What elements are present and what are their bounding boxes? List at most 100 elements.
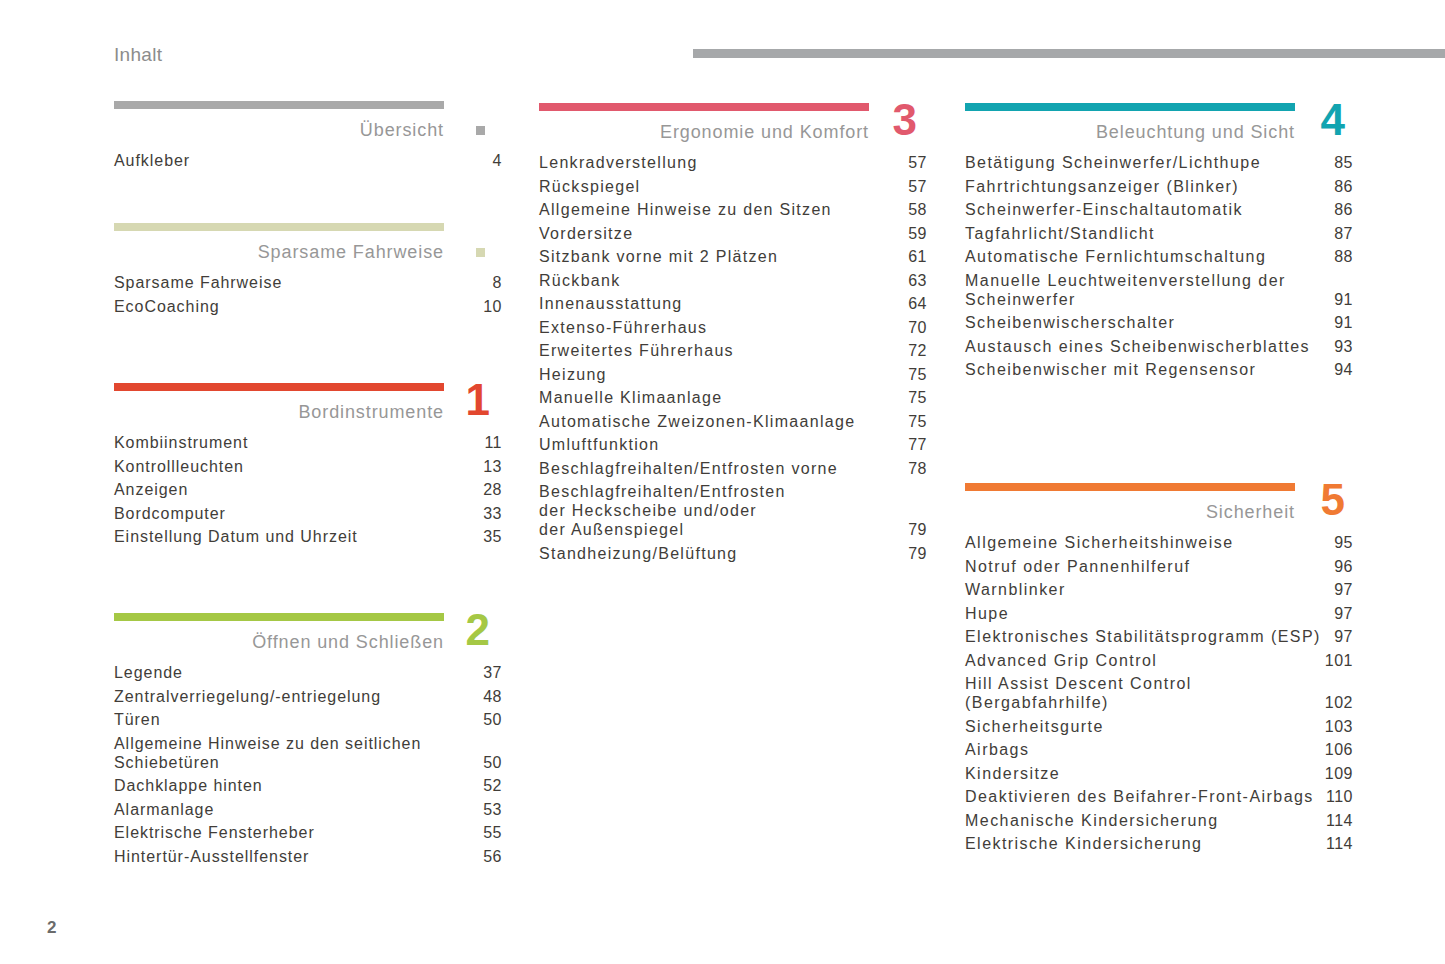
toc-entry-label: Kombiinstrument xyxy=(114,433,248,452)
toc-entry-label: Advanced Grip Control xyxy=(965,651,1157,670)
section-bar xyxy=(114,613,444,621)
toc-entry-page: 78 xyxy=(908,459,927,478)
toc-entry-page: 79 xyxy=(908,544,927,563)
toc-entry: Extenso-Führerhaus70 xyxy=(539,318,927,337)
toc-entry: Standheizung/Belüftung79 xyxy=(539,544,927,563)
section-marker-square xyxy=(476,248,485,257)
section-beleuchtung-und-sicht: 4Beleuchtung und SichtBetätigung Scheinw… xyxy=(965,103,1353,384)
toc-entry-page: 50 xyxy=(483,710,502,729)
toc-entry: Scheibenwischerschalter91 xyxy=(965,313,1353,332)
toc-entry: Hill Assist Descent Control (Bergabfahrh… xyxy=(965,674,1353,712)
section-bar xyxy=(965,103,1295,111)
toc-entry-label: Alarmanlage xyxy=(114,800,214,819)
toc-entry-label: Aufkleber xyxy=(114,151,190,170)
toc-entry-page: 85 xyxy=(1334,153,1353,172)
toc-entry-label: Legende xyxy=(114,663,183,682)
page-number: 2 xyxy=(47,918,56,937)
toc-entry-page: 50 xyxy=(483,753,502,772)
toc-entry-label: Erweitertes Führerhaus xyxy=(539,341,734,360)
toc-entry-label: Hupe xyxy=(965,604,1009,623)
toc-entry: Airbags 106 xyxy=(965,740,1353,759)
toc-entry-page: 64 xyxy=(908,294,927,313)
toc-entry-label: Rückbank xyxy=(539,271,621,290)
section-items: Sparsame Fahrweise8EcoCoaching10 xyxy=(114,273,502,316)
toc-entry: Automatische Zweizonen-Klimaanlage75 xyxy=(539,412,927,431)
toc-entry-page: 114 xyxy=(1326,834,1353,853)
toc-entry: Dachklappe hinten52 xyxy=(114,776,502,795)
toc-entry-label: Scheibenwischer mit Regensensor xyxy=(965,360,1256,379)
toc-entry: Advanced Grip Control101 xyxy=(965,651,1353,670)
toc-entry: Beschlagfreihalten/Entfrosten vorne 78 xyxy=(539,459,927,478)
toc-entry-page: 88 xyxy=(1334,247,1353,266)
toc-entry-label: Manuelle Klimaanlage xyxy=(539,388,722,407)
section-items: Lenkradverstellung57Rückspiegel57Allgeme… xyxy=(539,153,927,563)
toc-entry-label: Fahrtrichtungsanzeiger (Blinker) xyxy=(965,177,1239,196)
toc-entry-page: 95 xyxy=(1334,533,1353,552)
toc-entry-label: Allgemeine Hinweise zu den Sitzen xyxy=(539,200,832,219)
toc-entry-label: Airbags xyxy=(965,740,1029,759)
toc-entry: Scheinwerfer-Einschaltautomatik86 xyxy=(965,200,1353,219)
toc-entry: Anzeigen28 xyxy=(114,480,502,499)
toc-entry-label: Elektrische Kindersicherung xyxy=(965,834,1202,853)
toc-entry-page: 97 xyxy=(1334,627,1353,646)
section-title: Öffnen und Schließen xyxy=(114,631,444,653)
section-marker-square xyxy=(476,126,485,135)
toc-entry: Innenausstattung64 xyxy=(539,294,927,313)
toc-entry-label: Beschlagfreihalten/Entfrosten vorne xyxy=(539,459,838,478)
toc-entry: Allgemeine Hinweise zu den seitlichen Sc… xyxy=(114,734,502,772)
toc-entry-label: Elektrische Fensterheber xyxy=(114,823,315,842)
column-left: ÜbersichtAufkleber4Sparsame FahrweiseSpa… xyxy=(114,0,502,964)
toc-entry: Rückbank63 xyxy=(539,271,927,290)
toc-entry: Kindersitze109 xyxy=(965,764,1353,783)
column-right: 4Beleuchtung und SichtBetätigung Scheinw… xyxy=(965,0,1353,964)
section-ergonomie-und-komfort: 3Ergonomie und KomfortLenkradverstellung… xyxy=(539,103,927,567)
toc-entry-label: Sparsame Fahrweise xyxy=(114,273,282,292)
toc-entry-label: Einstellung Datum und Uhrzeit xyxy=(114,527,358,546)
toc-entry-label: Mechanische Kindersicherung xyxy=(965,811,1219,830)
toc-entry-page: 86 xyxy=(1334,200,1353,219)
toc-entry-label: Manuelle Leuchtweitenverstellung der Sch… xyxy=(965,271,1286,309)
toc-entry-page: 52 xyxy=(483,776,502,795)
toc-entry-page: 10 xyxy=(483,297,502,316)
toc-entry-page: 75 xyxy=(908,365,927,384)
section-bar xyxy=(114,383,444,391)
section-items: Legende37Zentralverriegelung/-entriegelu… xyxy=(114,663,502,866)
section-items: Aufkleber4 xyxy=(114,151,502,170)
toc-entry-label: Scheibenwischerschalter xyxy=(965,313,1175,332)
toc-entry: Aufkleber4 xyxy=(114,151,502,170)
section-bordinstrumente: 1BordinstrumenteKombiinstrument11Kontrol… xyxy=(114,383,502,551)
toc-entry-page: 58 xyxy=(908,200,927,219)
toc-entry-page: 106 xyxy=(1325,740,1353,759)
toc-entry: Betätigung Scheinwerfer/Lichthupe85 xyxy=(965,153,1353,172)
toc-entry: Einstellung Datum und Uhrzeit35 xyxy=(114,527,502,546)
toc-entry-label: Notruf oder Pannenhilferuf xyxy=(965,557,1190,576)
toc-entry-page: 91 xyxy=(1334,290,1353,309)
toc-entry-page: 77 xyxy=(908,435,927,454)
toc-entry: EcoCoaching10 xyxy=(114,297,502,316)
toc-entry: Warnblinker97 xyxy=(965,580,1353,599)
toc-entry: Alarmanlage 53 xyxy=(114,800,502,819)
section-bar xyxy=(965,483,1295,491)
section-number: 3 xyxy=(893,98,917,142)
toc-entry-page: 94 xyxy=(1334,360,1353,379)
toc-entry: Heizung75 xyxy=(539,365,927,384)
section-bar xyxy=(114,223,444,231)
column-middle: 3Ergonomie und KomfortLenkradverstellung… xyxy=(539,0,927,964)
toc-entry: Hintertür-Ausstellfenster56 xyxy=(114,847,502,866)
toc-entry: Umluftfunktion77 xyxy=(539,435,927,454)
toc-entry: Mechanische Kindersicherung114 xyxy=(965,811,1353,830)
section-sicherheit: 5SicherheitAllgemeine Sicherheitshinweis… xyxy=(965,483,1353,858)
toc-entry-page: 70 xyxy=(908,318,927,337)
toc-entry-label: Vordersitze xyxy=(539,224,633,243)
toc-entry: Sitzbank vorne mit 2 Plätzen61 xyxy=(539,247,927,266)
toc-entry-label: Automatische Zweizonen-Klimaanlage xyxy=(539,412,855,431)
toc-entry-label: Sitzbank vorne mit 2 Plätzen xyxy=(539,247,778,266)
toc-entry-page: 59 xyxy=(908,224,927,243)
toc-entry-label: Zentralverriegelung/-entriegelung xyxy=(114,687,381,706)
toc-entry-label: Warnblinker xyxy=(965,580,1066,599)
toc-entry: Manuelle Leuchtweitenverstellung der Sch… xyxy=(965,271,1353,309)
toc-entry-label: Lenkradverstellung xyxy=(539,153,698,172)
toc-entry-page: 53 xyxy=(483,800,502,819)
toc-entry: Fahrtrichtungsanzeiger (Blinker)86 xyxy=(965,177,1353,196)
section-bar xyxy=(539,103,869,111)
